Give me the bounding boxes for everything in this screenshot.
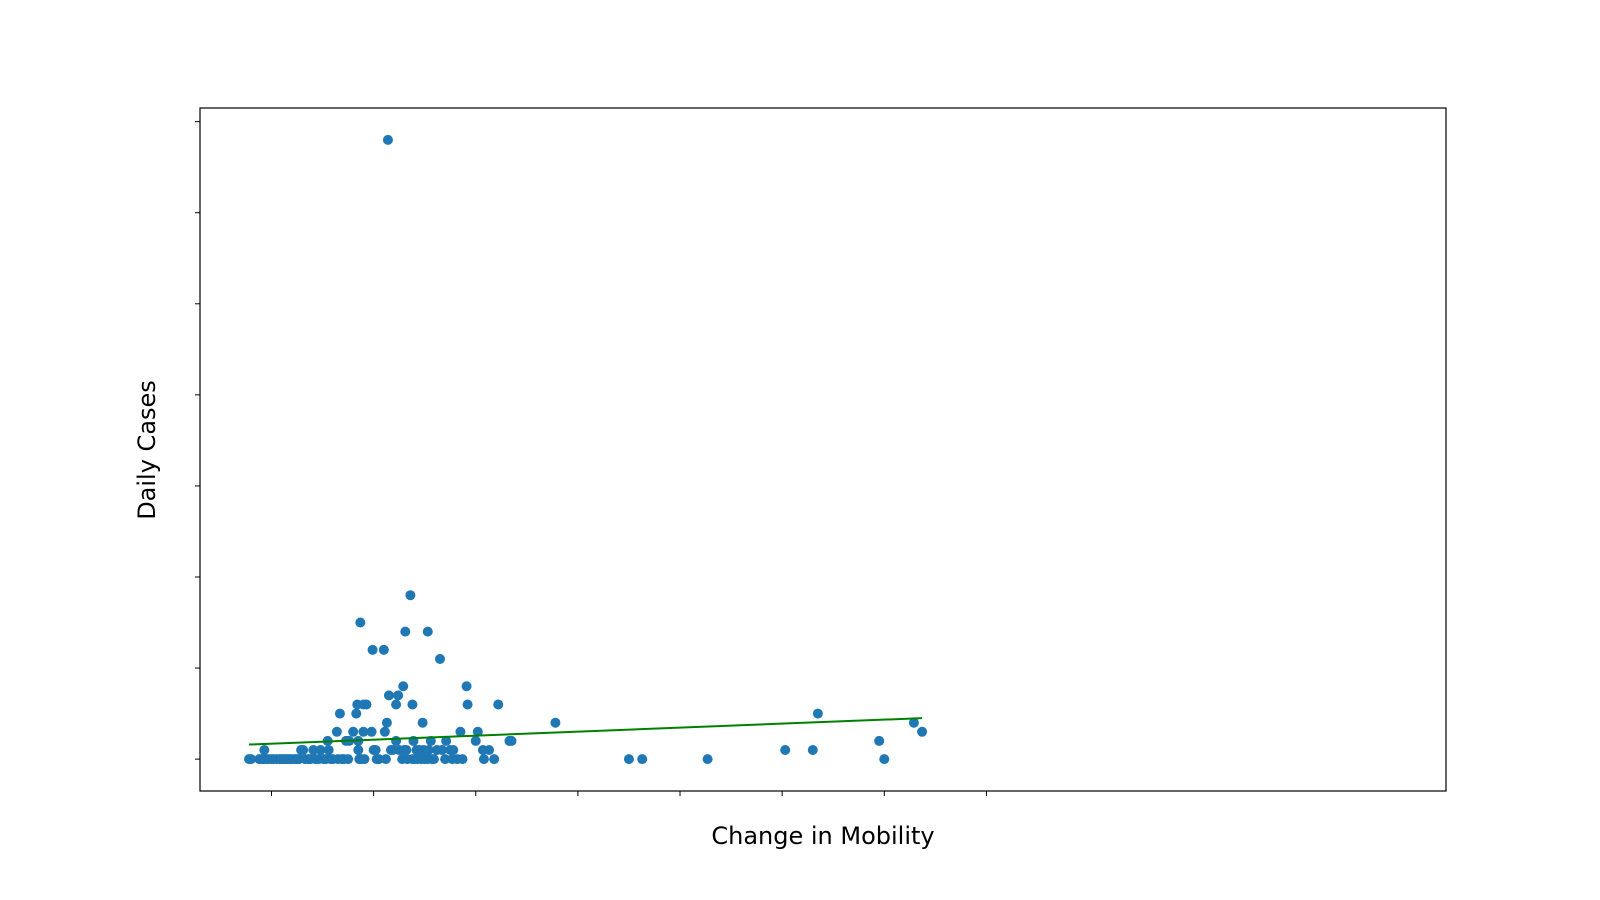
data-point (470, 735, 481, 746)
data-point (308, 745, 319, 756)
data-point (343, 754, 354, 765)
data-point (366, 726, 377, 737)
data-point (478, 754, 489, 765)
data-point (462, 699, 473, 710)
data-point (398, 681, 409, 692)
data-point (359, 754, 370, 765)
data-point (702, 754, 713, 765)
data-point (405, 590, 416, 601)
data-point (457, 754, 468, 765)
data-point (423, 745, 434, 756)
data-point (370, 745, 381, 756)
data-point (437, 745, 448, 756)
data-point (378, 644, 389, 655)
data-point (484, 745, 495, 756)
data-point (874, 735, 885, 746)
data-point (380, 754, 391, 765)
data-point (373, 754, 384, 765)
data-point (334, 708, 345, 719)
data-point (391, 735, 402, 746)
data-point (361, 699, 372, 710)
data-point (879, 754, 890, 765)
data-point (401, 745, 412, 756)
data-point (780, 745, 791, 756)
data-point (550, 717, 561, 728)
data-point (379, 726, 390, 737)
data-point (448, 745, 459, 756)
data-point (355, 617, 366, 628)
data-point (383, 690, 394, 701)
data-point (400, 626, 411, 637)
data-point (807, 745, 818, 756)
data-point (461, 681, 472, 692)
x-axis-label: Change in Mobility (711, 822, 934, 850)
data-point (435, 653, 446, 664)
data-point (428, 754, 439, 765)
data-point (246, 754, 257, 765)
plot-frame (199, 107, 1447, 792)
data-point (315, 745, 326, 756)
data-point (351, 708, 362, 719)
data-point (323, 745, 334, 756)
data-point (348, 726, 359, 737)
data-point (422, 626, 433, 637)
data-point (259, 745, 270, 756)
data-point (489, 754, 500, 765)
data-point (393, 690, 404, 701)
data-point (455, 726, 466, 737)
data-point (331, 726, 342, 737)
data-point (382, 134, 393, 145)
data-point (407, 699, 418, 710)
data-point (440, 754, 451, 765)
y-axis-label: Daily Cases (133, 380, 161, 520)
data-point (381, 717, 392, 728)
x-axis-ticks (270, 791, 987, 796)
fit-line (248, 717, 923, 746)
data-point (812, 708, 823, 719)
data-point (353, 745, 364, 756)
data-point (917, 726, 928, 737)
data-point (358, 726, 369, 737)
data-point (391, 699, 402, 710)
data-point (367, 644, 378, 655)
data-point (298, 745, 309, 756)
plot-area (195, 107, 1447, 796)
data-point (472, 726, 483, 737)
data-point (493, 699, 504, 710)
data-point (441, 735, 452, 746)
data-points (244, 134, 928, 765)
data-point (506, 735, 517, 746)
regression-line (248, 717, 923, 746)
data-point (417, 717, 428, 728)
y-axis-ticks (195, 121, 200, 760)
data-point (637, 754, 648, 765)
data-point (623, 754, 634, 765)
data-point (908, 717, 919, 728)
